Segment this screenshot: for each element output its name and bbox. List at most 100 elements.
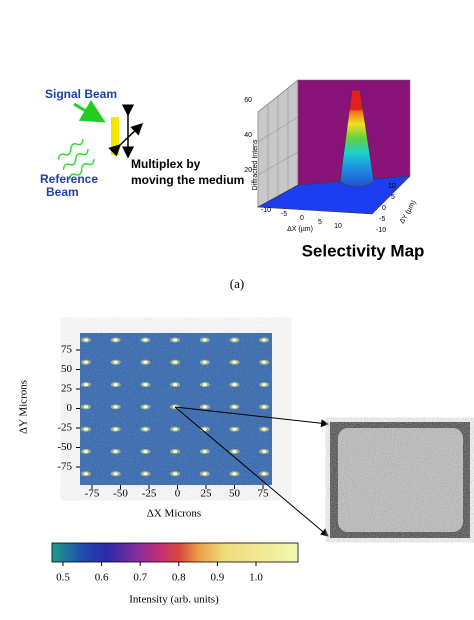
y-axis-label: ΔY Microns [18,380,30,434]
y-tick-label: 0 [382,205,386,212]
spot [113,472,118,476]
spot [113,360,118,364]
x-tick-label: -5 [281,211,287,218]
spot [83,360,89,364]
spot [143,450,148,453]
spot [262,360,267,364]
y-tick-label: 5 [391,194,395,201]
spot [83,472,89,476]
spot [113,338,118,342]
y-tick-label: -10 [376,227,386,234]
spot [262,472,267,476]
inset-speckle [338,428,463,532]
spot [202,383,207,387]
spot [232,338,237,342]
z-tick-label: 20 [244,167,252,174]
spot [202,472,207,476]
x-axis-label: ΔX Microns [147,508,201,520]
spot [143,472,148,476]
spot [113,427,118,431]
spot [232,360,237,364]
colorbar-tick-label: 1.0 [249,572,263,584]
signal-beam: Signal Beam [45,87,117,101]
x-tick-label: -50 [113,488,128,500]
x-axis-label: ΔX (µm) [287,226,313,233]
y-tick-label: 10 [388,183,396,190]
motion-arrows [108,104,144,159]
medium [111,117,119,155]
x-tick-label: 0 [175,488,181,500]
y-tick-label: -75 [57,461,72,473]
spot [113,450,118,453]
spot [262,338,267,342]
reference-beam: Reference [40,172,98,186]
spot [172,338,178,342]
plot-title: Selectivity Map [302,241,425,260]
y-tick-label: -5 [379,216,385,223]
spot [262,405,267,409]
spot [113,405,118,409]
y-tick-label: -25 [57,422,72,434]
z-axis-label: Diffracted Intens [252,139,259,190]
spot [83,383,89,387]
y-tick-label: 0 [67,402,73,414]
x-tick-label: -10 [261,207,271,214]
spot [232,427,237,431]
x-tick-label: 10 [334,223,342,230]
y-tick-label: 25 [61,383,73,395]
x-tick-label: 25 [201,488,213,500]
spot [202,450,207,453]
spot [143,427,148,431]
caption: (a) [230,276,244,291]
spot [143,360,148,364]
colorbar-tick-label: 0.5 [56,572,70,584]
multiplex-label: moving the medium [131,173,244,187]
colorbar-label: Intensity (arb. units) [129,594,219,606]
spot [232,450,237,453]
reference-waves [57,138,95,180]
x-tick-label: -75 [85,488,100,500]
zoom-line [174,406,329,537]
heatmap-spots [81,337,270,477]
spot [262,427,267,431]
signal-arrow [73,100,106,123]
x-tick-label: 0 [300,215,304,222]
x-tick-label: 50 [229,488,241,500]
z-tick-label: 60 [244,97,252,104]
multiplex-label: Multiplex by [131,157,201,171]
spot [143,383,148,387]
spot [202,360,207,364]
colorbar-tick-label: 0.6 [95,572,109,584]
y-tick-label: -50 [57,441,72,453]
spot [83,338,89,342]
spot [113,383,118,387]
spot [172,383,178,387]
spot [172,472,178,476]
y-tick-label: 50 [61,363,73,375]
colorbar-tick-label: 0.9 [211,572,225,584]
spot [202,405,207,409]
spot [83,427,89,431]
spot [83,405,89,409]
spot [143,405,148,409]
spot [262,383,267,387]
spot [232,383,237,387]
spot [172,450,178,453]
spot [232,405,237,409]
z-tick-label: 40 [244,132,252,139]
spot [202,427,207,431]
spot [262,450,267,453]
y-tick-label: 75 [61,344,73,356]
x-tick-label: 75 [258,488,270,500]
zoom-line [174,406,329,428]
spot [232,472,237,476]
spot [83,450,89,453]
spot [143,338,148,342]
spot [202,338,207,342]
colorbar-tick-label: 0.7 [133,572,147,584]
spot [172,360,178,364]
reference-beam: Beam [46,185,79,199]
y-axis-label: ΔY (µm) [399,199,418,225]
surface-plot [256,79,411,215]
